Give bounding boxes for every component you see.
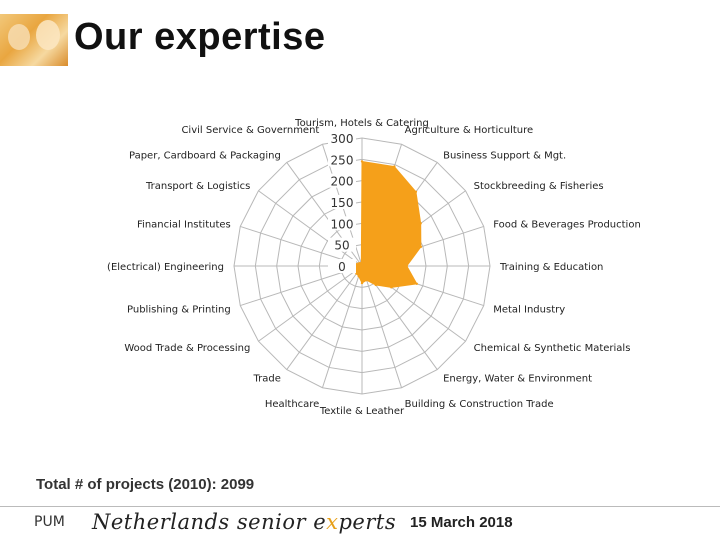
photo-face bbox=[36, 20, 60, 50]
axis-label: Stockbreeding & Fisheries bbox=[474, 181, 604, 192]
footer-divider bbox=[0, 506, 720, 507]
data-point bbox=[390, 286, 393, 289]
tick-label-bg bbox=[328, 259, 356, 273]
grid-spoke bbox=[258, 190, 363, 267]
tick-label: 250 bbox=[331, 153, 354, 167]
axis-label: Metal Industry bbox=[493, 305, 565, 316]
data-point bbox=[357, 274, 360, 278]
axis-label: Chemical & Synthetic Materials bbox=[474, 343, 631, 354]
grid-spoke bbox=[361, 265, 403, 388]
tick-label-bg bbox=[328, 216, 356, 231]
brand-text-start: Netherlands senior e bbox=[92, 510, 327, 534]
axis-label: Textile & Leather bbox=[319, 406, 405, 417]
brand-text-end: perts bbox=[338, 510, 397, 534]
tick-label-bg bbox=[328, 237, 356, 252]
data-point bbox=[360, 281, 364, 285]
data-point bbox=[360, 160, 364, 163]
axis-label: Energy, Water & Environment bbox=[443, 374, 592, 385]
data-point bbox=[415, 282, 418, 285]
grid-spoke bbox=[258, 265, 363, 342]
axis-label: Building & Construction Trade bbox=[405, 399, 554, 410]
tick-label: 200 bbox=[331, 175, 354, 189]
grid-spoke bbox=[286, 265, 363, 370]
data-point bbox=[419, 245, 423, 249]
page-title: Our expertise bbox=[74, 16, 326, 58]
data-point bbox=[414, 190, 418, 193]
tick-label: 100 bbox=[331, 217, 354, 231]
tick-label: 150 bbox=[331, 196, 354, 210]
brand-x: x bbox=[326, 510, 339, 534]
grid-spoke bbox=[321, 265, 363, 388]
axis-label: (Electrical) Engineering bbox=[107, 262, 224, 273]
axis-label: Paper, Cardboard & Packaging bbox=[129, 150, 281, 161]
axis-label: Training & Education bbox=[499, 262, 603, 273]
axis-label: Healthcare bbox=[265, 399, 320, 410]
axis-label: Tourism, Hotels & Catering bbox=[294, 118, 429, 129]
tick-label: 0 bbox=[338, 260, 346, 274]
axis-label: Trade bbox=[252, 374, 280, 385]
axis-label: Transport & Logistics bbox=[145, 181, 250, 192]
axis-label: Business Support & Mgt. bbox=[443, 150, 566, 161]
data-point bbox=[393, 165, 396, 168]
total-projects: Total # of projects (2010): 2099 bbox=[36, 476, 255, 493]
data-point bbox=[419, 222, 422, 225]
footer-pum: PUM bbox=[34, 514, 65, 530]
data-point bbox=[360, 262, 363, 266]
axis-label: Wood Trade & Processing bbox=[124, 343, 250, 354]
data-point bbox=[405, 264, 408, 268]
data-point bbox=[374, 283, 377, 287]
photo-face bbox=[8, 24, 30, 50]
tick-label: 50 bbox=[334, 239, 349, 253]
data-point bbox=[365, 279, 368, 282]
axis-label: Agriculture & Horticulture bbox=[405, 125, 534, 136]
tick-label-bg bbox=[328, 195, 356, 209]
tick-label: 300 bbox=[331, 132, 354, 146]
axis-label: Financial Institutes bbox=[137, 219, 231, 230]
tick-label-bg bbox=[328, 173, 356, 188]
footer-date: 15 March 2018 bbox=[410, 514, 513, 531]
tick-label-bg bbox=[328, 152, 356, 167]
axis-label: Civil Service & Government bbox=[181, 125, 319, 136]
axis-label: Publishing & Printing bbox=[127, 305, 231, 316]
footer-brand: Netherlands senior experts bbox=[92, 510, 396, 534]
data-area bbox=[347, 160, 422, 288]
axis-label: Food & Beverages Production bbox=[493, 219, 641, 230]
tick-label-bg bbox=[328, 131, 356, 145]
logo-photo bbox=[0, 14, 68, 66]
